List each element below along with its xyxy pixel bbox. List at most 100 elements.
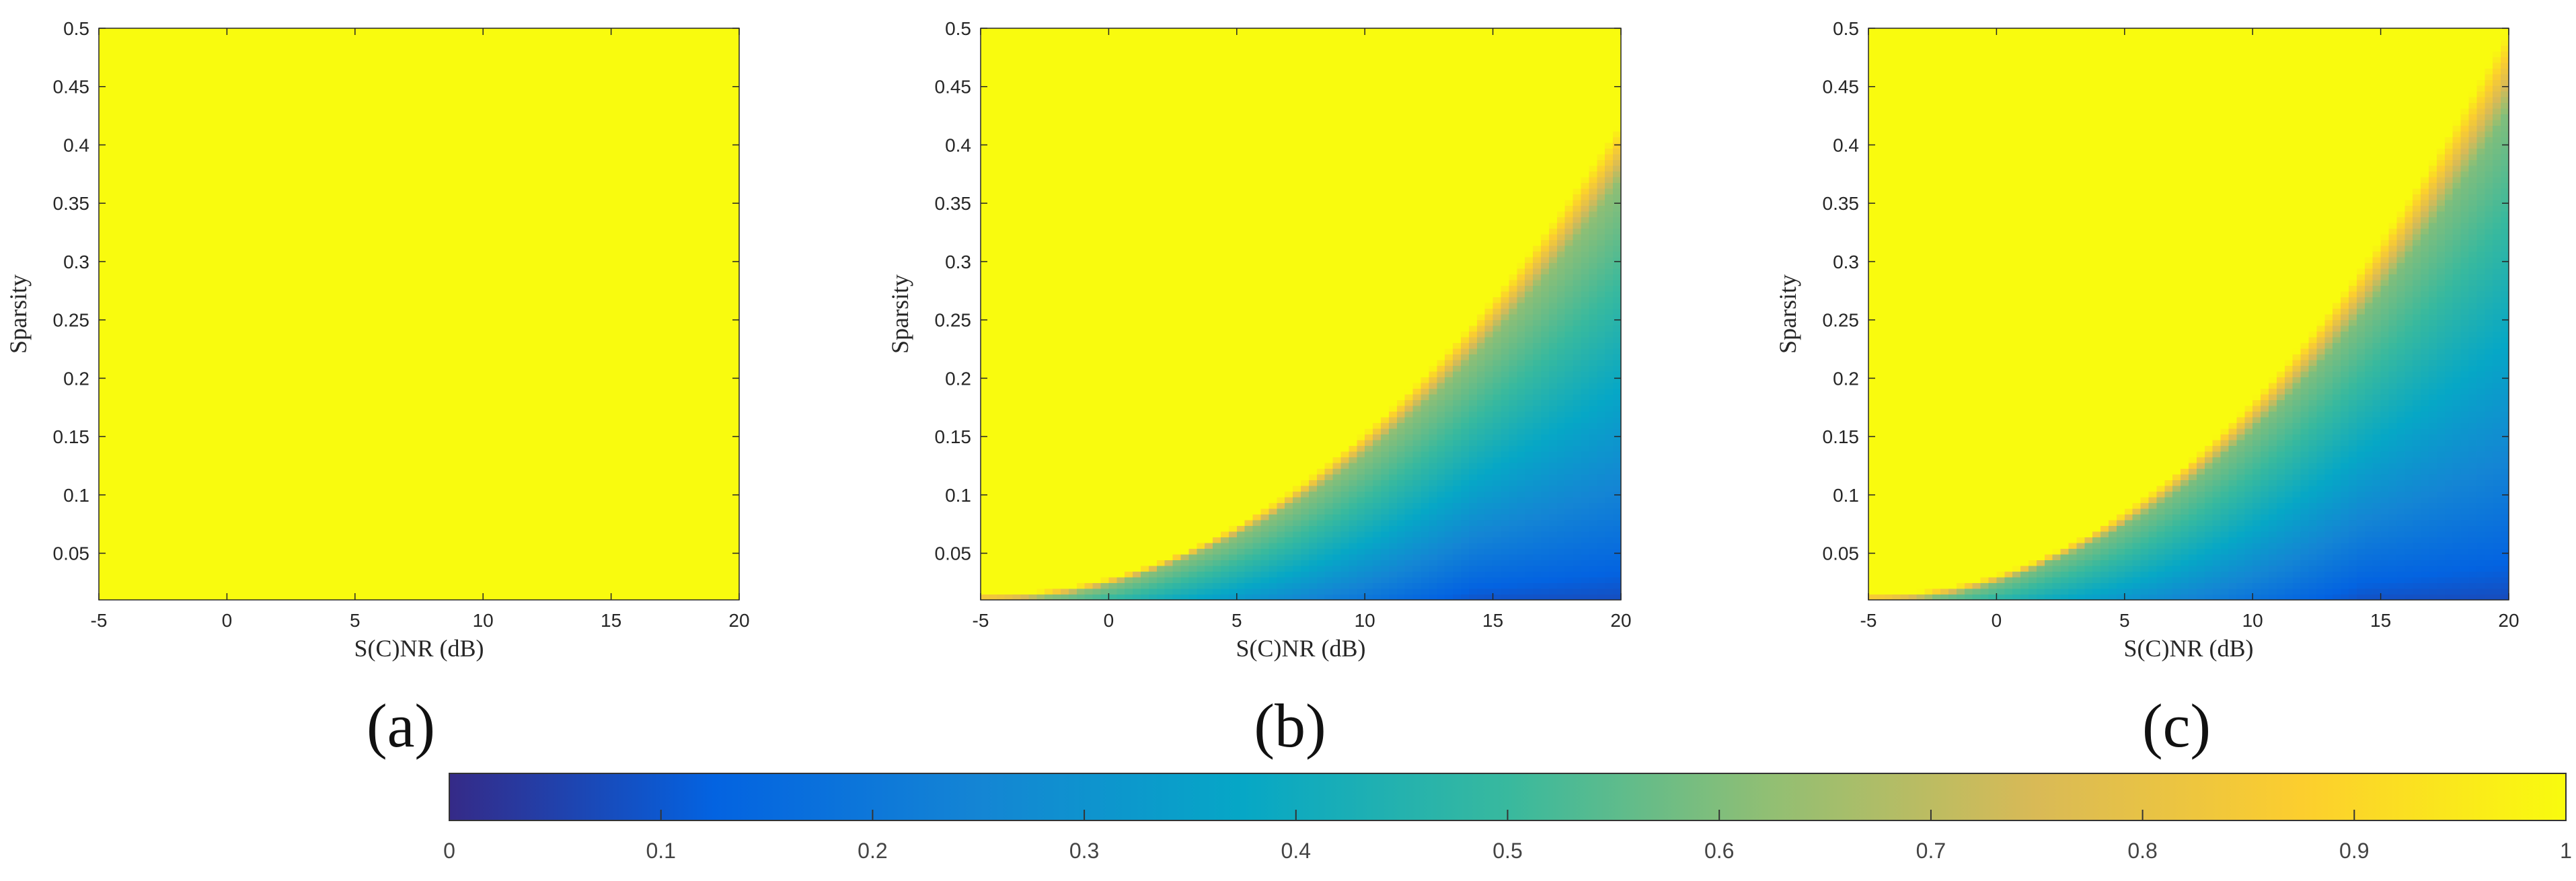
heatmap-cell — [339, 262, 348, 269]
heatmap-cell — [179, 74, 188, 81]
heatmap-cell — [139, 468, 147, 475]
heatmap-cell — [122, 537, 132, 543]
heatmap-cell — [307, 137, 315, 143]
heatmap-cell — [186, 205, 196, 212]
heatmap-cell — [443, 120, 452, 126]
heatmap-cell — [274, 491, 284, 498]
heatmap-cell — [211, 171, 220, 178]
heatmap-cell — [419, 125, 428, 132]
heatmap-cell — [395, 63, 404, 69]
heatmap-cell — [106, 68, 116, 75]
heatmap-cell — [147, 445, 155, 452]
heatmap-cell — [243, 543, 252, 549]
heatmap-cell — [354, 102, 364, 109]
heatmap-cell — [459, 582, 467, 589]
heatmap-cell — [434, 308, 444, 315]
heatmap-cell — [434, 182, 444, 189]
heatmap-cell — [291, 274, 300, 280]
heatmap-cell — [379, 120, 387, 126]
heatmap-cell — [443, 280, 452, 286]
heatmap-cell — [114, 40, 124, 46]
heatmap-cell — [315, 566, 324, 572]
heatmap-cell — [219, 508, 227, 515]
heatmap-cell — [346, 40, 356, 46]
heatmap-cell — [274, 325, 284, 332]
heatmap-cell — [403, 63, 412, 69]
heatmap-cell — [179, 200, 188, 206]
heatmap-cell — [483, 182, 492, 189]
heatmap-cell — [227, 177, 235, 184]
heatmap-cell — [299, 251, 307, 258]
heatmap-cell — [467, 337, 476, 344]
heatmap-cell — [202, 223, 212, 229]
heatmap-cell — [371, 217, 380, 223]
heatmap-cell — [395, 245, 404, 252]
heatmap-cell — [282, 285, 292, 292]
heatmap-cell — [291, 582, 300, 589]
heatmap-cell — [387, 354, 395, 360]
heatmap-cell — [243, 148, 252, 155]
heatmap-cell — [443, 537, 452, 543]
heatmap-cell — [274, 514, 284, 521]
heatmap-cell — [179, 417, 188, 424]
heatmap-cell — [467, 463, 476, 469]
heatmap-cell — [99, 468, 108, 475]
heatmap-cell — [443, 211, 452, 218]
heatmap-cell — [155, 508, 163, 515]
heatmap-cell — [475, 200, 484, 206]
heatmap-cell — [122, 257, 132, 264]
heatmap-cell — [434, 445, 444, 452]
heatmap-cell — [147, 85, 155, 92]
heatmap-cell — [211, 463, 220, 469]
heatmap-cell — [426, 417, 436, 424]
heatmap-cell — [475, 154, 484, 161]
heatmap-cell — [339, 377, 348, 383]
heatmap-cell — [387, 137, 395, 143]
heatmap-cell — [211, 594, 220, 601]
heatmap-cell — [211, 251, 220, 258]
heatmap-cell — [331, 223, 340, 229]
heatmap-cell — [395, 79, 404, 86]
heatmap-cell — [243, 120, 252, 126]
heatmap-cell — [387, 525, 395, 532]
heatmap-cell — [186, 451, 196, 458]
heatmap-cell — [411, 314, 420, 321]
heatmap-cell — [434, 217, 444, 223]
heatmap-cell — [346, 194, 356, 200]
heatmap-cell — [443, 331, 452, 338]
heatmap-cell — [282, 388, 292, 395]
heatmap-cell — [171, 377, 180, 383]
heatmap-cell — [251, 154, 260, 161]
heatmap-cell — [299, 411, 307, 418]
heatmap-cell — [163, 171, 172, 178]
heatmap-cell — [266, 582, 276, 589]
heatmap-cell — [227, 285, 235, 292]
heatmap-cell — [483, 371, 492, 378]
heatmap-cell — [186, 217, 196, 223]
heatmap-cell — [106, 451, 116, 458]
heatmap-cell — [179, 177, 188, 184]
heatmap-cell — [363, 234, 372, 241]
heatmap-cell — [371, 531, 380, 538]
heatmap-cell — [315, 148, 324, 155]
heatmap-cell — [475, 468, 484, 475]
heatmap-cell — [202, 365, 212, 372]
heatmap-cell — [363, 154, 372, 161]
heatmap-cell — [139, 331, 147, 338]
heatmap-cell — [339, 486, 348, 492]
heatmap-cell — [387, 68, 395, 75]
heatmap-cell — [443, 480, 452, 486]
heatmap-cell — [371, 171, 380, 178]
heatmap-cell — [315, 486, 324, 492]
heatmap-cell — [483, 114, 492, 120]
heatmap-cell — [323, 411, 332, 418]
heatmap-cell — [243, 40, 252, 46]
heatmap-cell — [274, 474, 284, 481]
heatmap-cell — [331, 314, 340, 321]
heatmap-cell — [323, 291, 332, 298]
heatmap-cell — [483, 377, 492, 383]
heatmap-cell — [147, 120, 155, 126]
heatmap-cell — [354, 245, 364, 252]
heatmap-cell — [323, 159, 332, 166]
heatmap-cell — [163, 131, 172, 138]
